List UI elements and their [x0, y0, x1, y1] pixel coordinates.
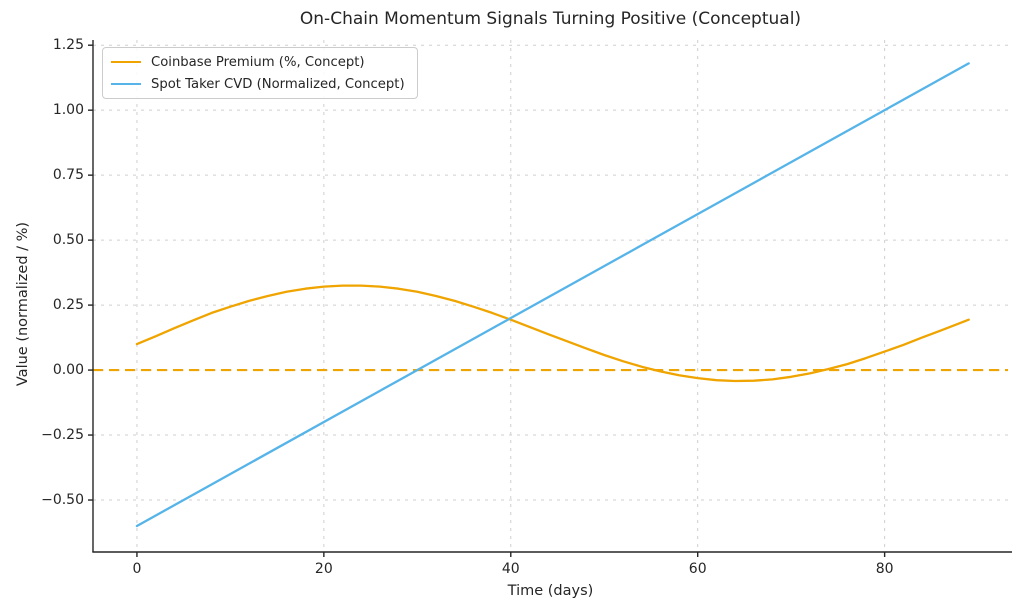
- x-tick-label: 40: [501, 561, 520, 577]
- x-tick-label: 80: [875, 561, 894, 577]
- x-tick-label: 0: [132, 561, 142, 577]
- legend-item: Spot Taker CVD (Normalized, Concept): [111, 75, 405, 93]
- legend-label: Coinbase Premium (%, Concept): [151, 54, 365, 70]
- legend-item: Coinbase Premium (%, Concept): [111, 53, 405, 71]
- y-tick-label: −0.25: [41, 427, 84, 444]
- legend: Coinbase Premium (%, Concept) Spot Taker …: [102, 47, 418, 99]
- legend-label: Spot Taker CVD (Normalized, Concept): [151, 76, 405, 92]
- y-tick-label: 0.00: [52, 362, 84, 379]
- legend-line-swatch-icon: [111, 83, 141, 85]
- y-tick-label: 1.00: [52, 102, 84, 119]
- x-tick-label: 20: [314, 561, 333, 577]
- y-tick-label: 0.50: [52, 232, 84, 249]
- series-line-0: [135, 284, 970, 383]
- chart-title: On-Chain Momentum Signals Turning Positi…: [299, 9, 802, 29]
- x-tick-label: 60: [688, 561, 707, 577]
- y-tick-label: 0.25: [52, 297, 84, 314]
- series-line-1: [135, 62, 970, 528]
- y-tick-label: 0.75: [52, 167, 84, 184]
- y-tick-label: 1.25: [52, 37, 84, 54]
- legend-line-swatch-icon: [111, 61, 141, 63]
- x-axis-label: Time (days): [507, 583, 594, 599]
- y-tick-label: −0.50: [41, 492, 84, 509]
